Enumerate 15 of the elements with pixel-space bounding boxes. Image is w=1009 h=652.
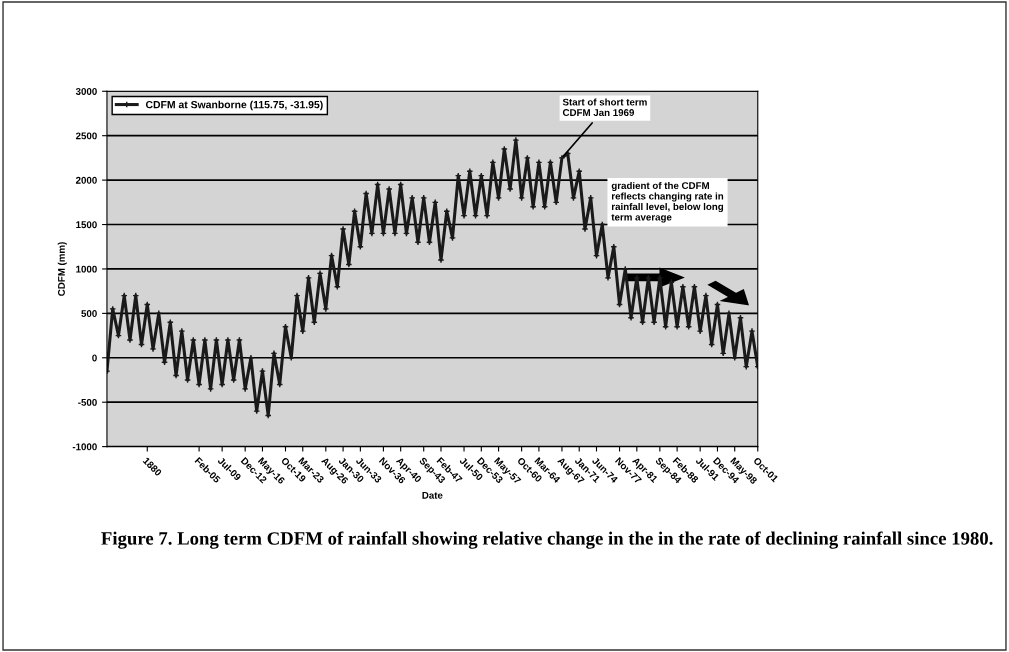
annotation: Start of short term CDFM Jan 1969 [562,98,647,116]
y-tick-label: 3000 [75,88,97,95]
y-tick-label: 1000 [76,265,97,273]
y-tick-label: 2500 [75,132,97,140]
legend-label: CDFM at Swanborne (115.75, -31.95) [145,100,323,111]
y-axis-title: CDFM (mm) [57,242,67,296]
y-tick-label: 1500 [76,221,97,229]
y-tick-label: 500 [81,310,97,317]
y-tick-label: -1000 [72,443,97,451]
y-tick-label: -500 [78,398,97,406]
x-axis-title: Date [422,491,443,499]
y-tick-label: 0 [92,354,97,362]
y-tick-label: 2000 [75,176,97,184]
annotation: gradient of the CDFM reflects changing rate in rainfall level, below long term average [611,181,724,223]
caption: Figure 7. Long term CDFM of rainfall showing relative change in the in the rate of declining rainfall since 1980. [101,531,993,549]
